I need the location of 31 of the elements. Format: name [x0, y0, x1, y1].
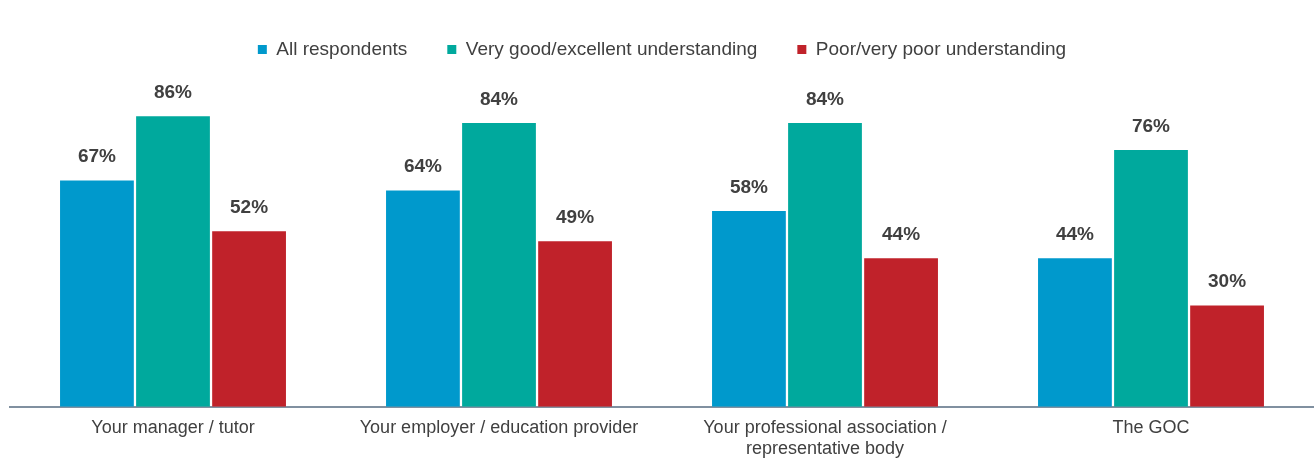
data-label: 49% [556, 206, 595, 228]
x-tick-label: Your employer / education provider [359, 416, 639, 437]
bar [538, 241, 612, 407]
bar [788, 123, 862, 407]
data-label: 84% [479, 87, 519, 109]
data-label: 58% [729, 175, 769, 197]
data-label: 67% [77, 145, 117, 167]
bar [462, 123, 536, 407]
bar [712, 210, 786, 407]
bar [60, 180, 134, 407]
legend-label: All respondents [276, 37, 408, 59]
data-label: 30% [1208, 270, 1247, 292]
data-label: 64% [403, 155, 443, 177]
bar [386, 190, 460, 407]
data-label: 84% [805, 87, 845, 109]
bar [1190, 305, 1264, 407]
data-label: 86% [153, 81, 193, 103]
x-tick-label: The GOC [1112, 416, 1190, 437]
bar [212, 231, 286, 407]
data-label: 44% [882, 222, 921, 244]
legend-label: Very good/excellent understanding [465, 37, 758, 59]
bar [136, 116, 210, 407]
bar [1038, 258, 1112, 407]
data-label: 76% [1131, 114, 1171, 136]
x-tick-label: Your professional association / representative body [703, 416, 947, 459]
data-label: 52% [230, 195, 269, 217]
legend-label: Poor/very poor understanding [815, 37, 1067, 59]
bar [1114, 150, 1188, 407]
bar [864, 258, 938, 407]
data-label: 44% [1055, 222, 1095, 244]
x-tick-label: Your manager / tutor [91, 416, 255, 437]
